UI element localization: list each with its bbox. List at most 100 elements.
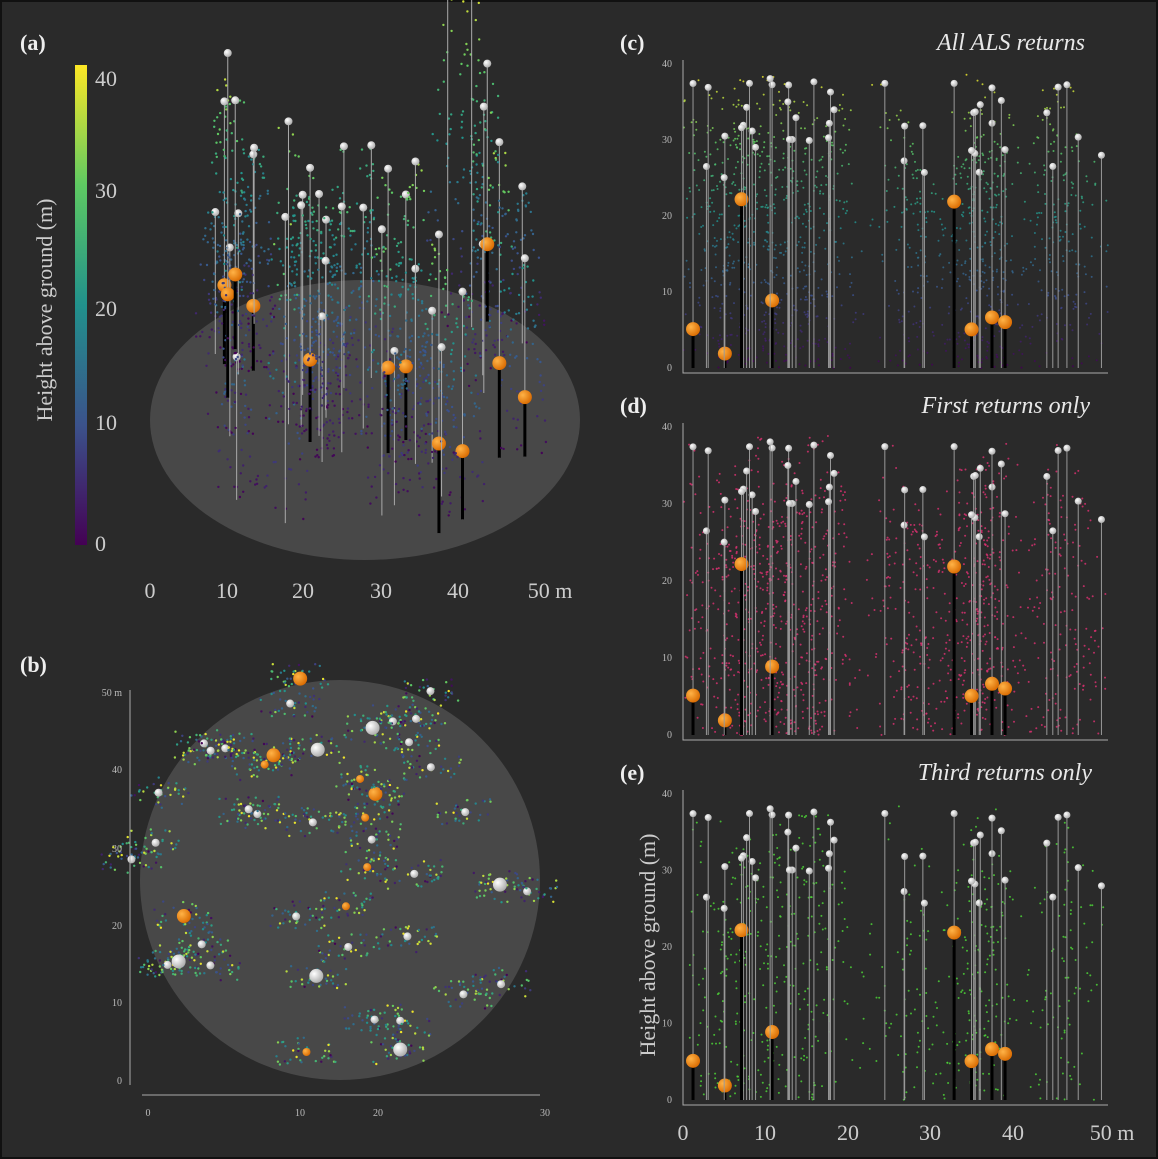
point [383, 454, 385, 456]
point [785, 525, 787, 527]
point [761, 1041, 763, 1043]
point [1076, 663, 1078, 665]
point [879, 337, 881, 339]
point [899, 350, 901, 352]
point [818, 339, 820, 341]
point [1072, 732, 1074, 734]
point [714, 1073, 716, 1075]
point [793, 689, 795, 691]
point [812, 526, 814, 528]
point [812, 695, 814, 697]
point [819, 497, 821, 499]
point [744, 226, 746, 228]
point [479, 355, 481, 357]
point [1059, 649, 1061, 651]
tree-top [1043, 840, 1050, 847]
point [774, 677, 776, 679]
point [929, 659, 931, 661]
point [888, 564, 890, 566]
point [987, 1036, 989, 1038]
point [711, 202, 713, 204]
point [1012, 660, 1014, 662]
point [714, 307, 716, 309]
point [1075, 263, 1077, 265]
point [1069, 250, 1071, 252]
point [698, 297, 700, 299]
point [1030, 1086, 1032, 1088]
point [694, 213, 696, 215]
tree-top [1043, 473, 1050, 480]
point [957, 260, 959, 262]
point [305, 335, 307, 337]
point [807, 988, 809, 990]
point [249, 281, 251, 283]
point [479, 72, 481, 74]
point [290, 256, 292, 258]
point [725, 295, 727, 297]
point [804, 170, 806, 172]
point [1074, 524, 1076, 526]
point [716, 479, 718, 481]
point [260, 360, 262, 362]
point [985, 327, 987, 329]
tree-top [284, 117, 292, 125]
point [823, 890, 825, 892]
point [469, 284, 471, 286]
point [802, 694, 804, 696]
point [914, 161, 916, 163]
point [919, 326, 921, 328]
point [776, 1046, 778, 1048]
point [730, 144, 732, 146]
point [781, 461, 783, 463]
point [767, 132, 769, 134]
point [404, 415, 406, 417]
point [525, 204, 527, 206]
point [735, 1023, 737, 1025]
point [846, 926, 848, 928]
point [886, 190, 888, 192]
tree-top [721, 863, 728, 870]
point [995, 223, 997, 225]
point [766, 1087, 768, 1089]
point [949, 1062, 951, 1064]
point [720, 506, 722, 508]
point [1049, 237, 1051, 239]
point [241, 368, 243, 370]
point [409, 439, 411, 441]
point [726, 269, 728, 271]
tree-top-suppressed [718, 1079, 732, 1093]
point [806, 1057, 808, 1059]
point [907, 601, 909, 603]
point [395, 412, 397, 414]
point [986, 641, 988, 643]
point [775, 568, 777, 570]
point [685, 313, 687, 315]
point [825, 184, 827, 186]
point [780, 681, 782, 683]
point [1034, 887, 1036, 889]
point [898, 805, 900, 807]
point [278, 390, 280, 392]
point [997, 293, 999, 295]
point [849, 684, 851, 686]
point [396, 245, 398, 247]
point [1003, 271, 1005, 273]
point [1079, 210, 1081, 212]
point [719, 214, 721, 216]
tree-top [721, 133, 728, 140]
point [703, 1093, 705, 1095]
point [965, 347, 967, 349]
point [403, 379, 405, 381]
point [1013, 999, 1015, 1001]
point [1085, 175, 1087, 177]
point [734, 498, 736, 500]
point [967, 636, 969, 638]
point [816, 963, 818, 965]
point [345, 306, 347, 308]
point [863, 1018, 865, 1020]
point [1056, 323, 1058, 325]
point [811, 1093, 813, 1095]
point [729, 282, 731, 284]
point [1074, 638, 1076, 640]
point [822, 554, 824, 556]
